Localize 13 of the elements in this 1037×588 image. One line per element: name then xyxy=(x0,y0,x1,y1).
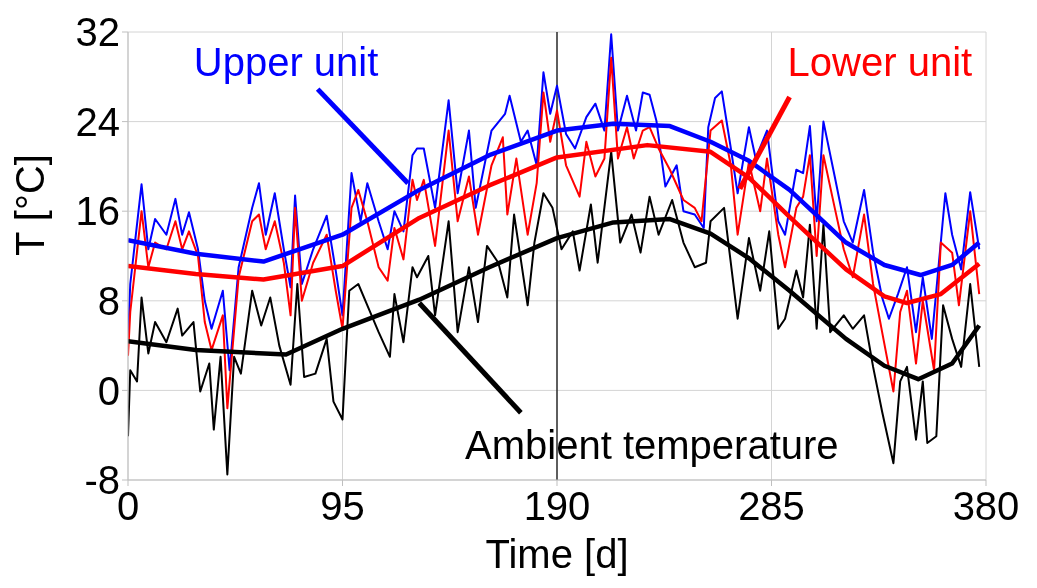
x-tick-label: 380 xyxy=(952,484,1020,529)
x-tick-label: 190 xyxy=(523,484,591,529)
x-tick-label: 95 xyxy=(320,484,365,529)
y-axis-title: T [°C] xyxy=(8,154,53,256)
x-axis-title: Time [d] xyxy=(485,532,629,576)
y-tick-label: 0 xyxy=(97,368,120,413)
y-tick-label: 8 xyxy=(97,279,120,323)
y-tick-label: 32 xyxy=(75,10,120,55)
y-tick-label: 16 xyxy=(75,189,120,234)
text: Lower unit xyxy=(787,40,973,85)
y-tick-label: 24 xyxy=(75,99,120,144)
text: Upper unit xyxy=(193,40,379,85)
x-tick-label: 285 xyxy=(738,484,805,529)
